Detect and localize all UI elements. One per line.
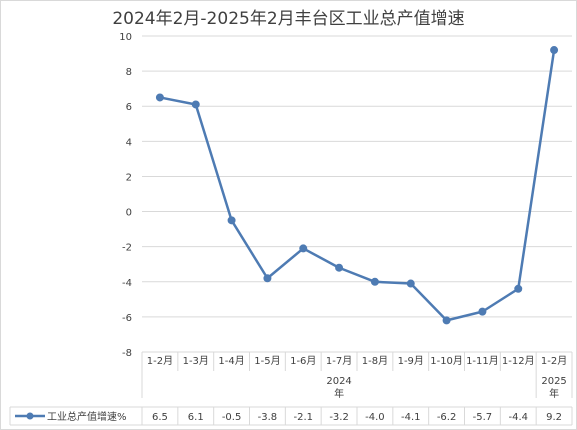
y-tick-label: 8 [126,67,132,78]
data-value-cell: -0.5 [222,412,242,423]
x-tick-label: 1-2月 [147,355,173,367]
y-tick-label: 0 [126,208,132,219]
y-tick-label: 10 [119,32,132,43]
y-tick-label: -2 [122,243,132,254]
x-tick-label: 1-9月 [398,355,424,367]
x-tick-label: 1-10月 [430,355,463,367]
group-label-suffix: 年 [334,387,344,400]
data-point [406,279,415,288]
data-point [299,244,308,253]
y-tick-label: 2 [126,172,132,183]
group-label-suffix: 年 [549,387,559,400]
data-value-cell: -4.4 [508,412,528,423]
y-tick-label: 6 [126,102,132,113]
chart-title: 2024年2月-2025年2月丰台区工业总产值增速 [112,9,465,29]
y-tick-label: -8 [122,348,132,359]
data-value-cell: -4.0 [365,412,385,423]
x-tick-label: 1-11月 [466,355,499,367]
group-label: 2024 [326,376,351,387]
data-value-cell: 6.1 [188,412,204,423]
data-value-cell: 6.5 [152,412,168,423]
x-tick-label: 1-8月 [362,355,388,367]
x-tick-label: 1-7月 [326,355,352,367]
data-point [550,46,559,55]
data-value-cell: -2.1 [293,412,313,423]
group-label: 2025 [541,376,566,387]
y-tick-label: -6 [122,313,132,324]
x-tick-label: 1-4月 [218,355,244,367]
data-value-cell: 9.2 [546,412,562,423]
legend-marker [26,412,34,420]
x-tick-label: 1-12月 [502,355,535,367]
data-point [263,274,272,283]
data-point [370,277,379,286]
x-tick-label: 1-6月 [290,355,316,367]
y-tick-label: 4 [126,137,132,148]
data-point [191,100,200,109]
y-tick-label: -4 [122,278,132,289]
data-value-cell: -3.2 [329,412,349,423]
data-value-cell: -4.1 [401,412,421,423]
legend-label: 工业总产值增速% [47,410,127,423]
data-value-cell: -5.7 [473,412,493,423]
x-tick-label: 1-5月 [254,355,280,367]
data-point [227,216,236,225]
data-point [442,316,451,325]
data-point [335,263,344,272]
data-value-cell: -3.8 [258,412,278,423]
data-value-cell: -6.2 [437,412,457,423]
x-tick-label: 1-2月 [541,355,567,367]
x-tick-label: 1-3月 [183,355,209,367]
data-point [155,93,164,102]
data-point [478,307,487,316]
data-point [514,284,523,293]
series-line [159,49,556,322]
